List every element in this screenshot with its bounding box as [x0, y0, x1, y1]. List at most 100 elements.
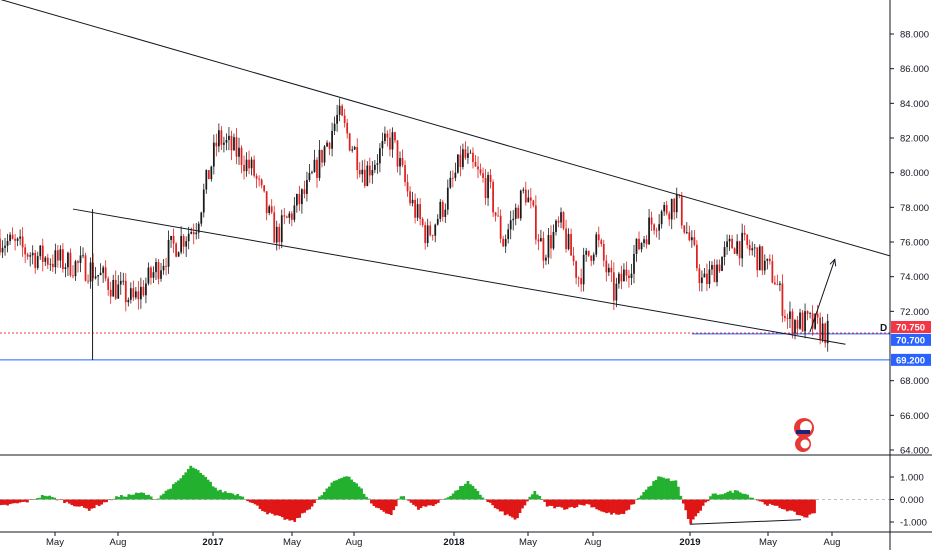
candle-body: [499, 215, 502, 239]
trendline-upper[interactable]: [0, 0, 891, 257]
candle: [180, 226, 183, 255]
candle-body: [615, 283, 618, 301]
candle-body: [185, 241, 188, 247]
candle: [711, 261, 713, 276]
histogram-bar: [40, 494, 44, 500]
candle-body: [72, 275, 74, 277]
histogram-bar: [800, 499, 804, 516]
candle-body: [421, 218, 424, 226]
candle: [295, 193, 298, 213]
histogram-bar: [35, 498, 39, 500]
candle-body: [346, 123, 349, 134]
histogram-bar: [379, 499, 383, 510]
candle: [540, 229, 542, 242]
histogram-bar: [90, 499, 94, 509]
divergence-line[interactable]: [689, 519, 802, 525]
candle-body: [431, 235, 434, 236]
candle: [11, 227, 14, 240]
candle: [99, 263, 102, 276]
candle: [806, 310, 809, 321]
candle: [82, 247, 84, 259]
candle-body: [628, 275, 630, 279]
candle: [124, 273, 127, 312]
candle: [781, 274, 784, 323]
histogram-bar: [753, 498, 757, 500]
histogram-bar: [33, 499, 37, 500]
candle: [311, 170, 313, 175]
candle-body: [177, 252, 180, 257]
histogram-bar: [399, 496, 403, 500]
candle-body: [426, 225, 429, 244]
histogram-bar: [511, 499, 514, 518]
candle: [127, 297, 130, 307]
candle-body: [348, 133, 351, 151]
histogram-bar: [288, 499, 292, 521]
candle: [524, 181, 527, 206]
histogram-bars: [0, 465, 816, 524]
histogram-bar: [1, 499, 5, 505]
candle-body: [711, 264, 713, 270]
histogram-bar: [785, 499, 789, 512]
oscillator-pane[interactable]: [0, 465, 890, 525]
candle: [570, 228, 572, 256]
histogram-bar: [424, 499, 428, 507]
candle-body: [87, 280, 89, 282]
histogram-bar: [236, 494, 240, 500]
candle-body: [114, 279, 117, 299]
candle: [768, 254, 771, 265]
candle-body: [172, 236, 175, 244]
histogram-bar: [481, 497, 485, 500]
candle-body: [165, 265, 167, 267]
histogram-bar: [570, 499, 574, 507]
candle: [809, 311, 811, 319]
y-tick-label: 88.000: [900, 30, 929, 41]
histogram-bar: [28, 499, 32, 500]
candle-body: [670, 198, 673, 220]
candle: [824, 322, 827, 348]
histogram-bar: [144, 495, 148, 500]
histogram-bar: [125, 496, 128, 500]
histogram-bar: [360, 488, 363, 500]
candle: [791, 308, 794, 339]
histogram-bar: [778, 499, 782, 508]
histogram-bar: [523, 499, 527, 506]
candle: [633, 245, 635, 284]
candle: [436, 214, 439, 226]
candle-body: [655, 230, 658, 232]
candle: [421, 217, 424, 228]
histogram-bar: [149, 496, 153, 500]
candle: [736, 234, 739, 256]
projection-arrow-line[interactable]: [809, 259, 836, 333]
price-label: 70.750: [891, 321, 931, 334]
histogram-bar: [679, 495, 683, 500]
candle: [230, 130, 233, 161]
trendline-lower[interactable]: [72, 208, 846, 345]
candle: [157, 258, 160, 285]
candle: [14, 234, 16, 251]
candle-body: [683, 225, 686, 233]
candle-body: [451, 177, 454, 179]
histogram-bar: [392, 499, 396, 511]
candle: [94, 267, 97, 280]
histogram-bar: [503, 499, 507, 516]
histogram-bar: [370, 499, 373, 504]
histogram-bar: [461, 485, 465, 500]
y-tick-label: 86.000: [900, 64, 929, 75]
histogram-bar: [751, 497, 755, 500]
histogram-bar: [142, 492, 146, 500]
candle: [406, 174, 409, 197]
candle-body: [127, 299, 130, 303]
candle-body: [502, 238, 505, 247]
candle-body: [462, 149, 464, 167]
candle: [758, 244, 761, 271]
candle-body: [623, 269, 625, 282]
main-price-pane[interactable]: D: [0, 0, 891, 361]
histogram-bar: [459, 485, 462, 500]
candle-body: [789, 311, 791, 319]
candle-body: [124, 280, 127, 303]
candle-body: [545, 257, 547, 261]
candle-body: [504, 239, 507, 247]
candle-body: [796, 320, 799, 329]
candle-body: [562, 212, 565, 229]
